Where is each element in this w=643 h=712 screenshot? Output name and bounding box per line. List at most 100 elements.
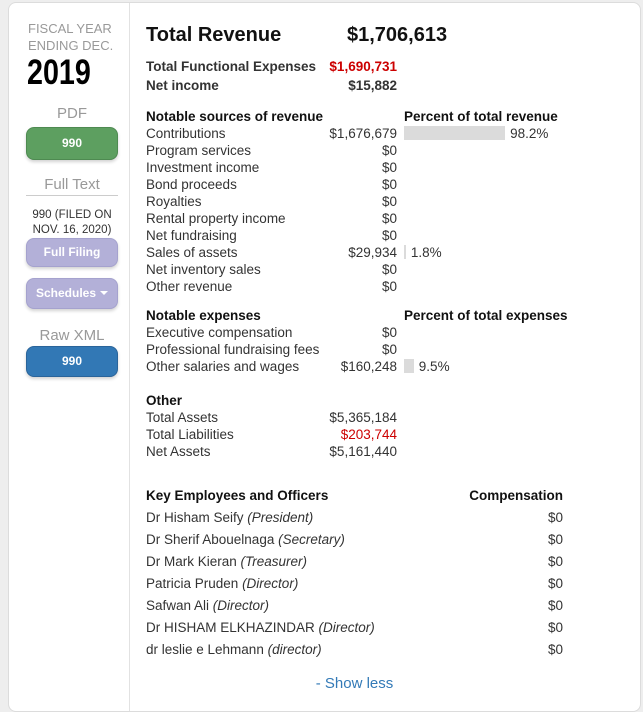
- expenses-table: Notable expenses Percent of total expens…: [146, 307, 640, 375]
- percent-value: 1.8%: [410, 245, 442, 260]
- employee-row: Dr Hisham Seify (President) $0: [146, 507, 563, 529]
- revenue-table-title: Notable sources of revenue: [146, 109, 324, 124]
- other-table: Other Total Assets $5,365,184 Total Liabil…: [146, 392, 640, 460]
- filing-details: Total Revenue $1,706,613 Total Functiona…: [130, 3, 640, 711]
- row-label: Total Liabilities: [146, 427, 234, 442]
- expenses-table-header: Notable expenses Percent of total expens…: [146, 307, 640, 324]
- row-label: Sales of assets: [146, 245, 238, 260]
- employee-name: Dr Hisham Seify (President): [146, 510, 314, 525]
- employee-name: Patricia Pruden (Director): [146, 576, 299, 591]
- employee-compensation: $0: [547, 642, 563, 657]
- row-label: Net fundraising: [146, 228, 237, 243]
- row-amount: $203,744: [340, 427, 397, 442]
- percent-bar: [404, 126, 506, 140]
- net-income-row: Net income $15,882: [146, 76, 397, 95]
- expenses-table-title: Notable expenses: [146, 308, 261, 323]
- row-label: Net inventory sales: [146, 262, 261, 277]
- schedules-dropdown-button[interactable]: Schedules: [26, 278, 118, 309]
- total-revenue-value: $1,706,613: [347, 24, 448, 46]
- employee-compensation: $0: [547, 554, 563, 569]
- table-row: Professional fundraising fees $0: [146, 341, 640, 358]
- full-filing-button[interactable]: Full Filing: [26, 238, 118, 267]
- row-label: Program services: [146, 143, 252, 158]
- row-amount: $160,248: [340, 359, 397, 374]
- employee-role: (Director): [242, 576, 299, 591]
- full-text-divider: [26, 195, 118, 196]
- row-label: Executive compensation: [146, 325, 293, 340]
- fiscal-year-label-line-1: FISCAL YEAR: [28, 21, 112, 36]
- filing-note-line-2: NOV. 16, 2020): [32, 223, 112, 236]
- row-label: Royalties: [146, 194, 202, 209]
- table-row: Sales of assets $29,934 1.8%: [146, 244, 640, 261]
- employee-name: Dr Mark Kieran (Treasurer): [146, 554, 308, 569]
- employee-row: dr leslie e Lehmann (director) $0: [146, 639, 563, 661]
- table-row: Net Assets $5,161,440: [146, 443, 640, 460]
- employees-table-title: Key Employees and Officers: [146, 488, 329, 503]
- row-amount: $0: [381, 279, 397, 294]
- row-label: Contributions: [146, 126, 226, 141]
- expenses-percent-header: Percent of total expenses: [404, 308, 568, 323]
- show-less-link[interactable]: - Show less: [315, 675, 394, 692]
- row-amount: $0: [381, 211, 397, 226]
- row-amount: $29,934: [348, 245, 397, 260]
- row-percent: 1.8%: [404, 244, 442, 261]
- employee-name: Dr HISHAM ELKHAZINDAR (Director): [146, 620, 375, 635]
- row-label: Professional fundraising fees: [146, 342, 320, 357]
- filing-note-line-1: 990 (FILED ON: [32, 209, 112, 221]
- table-row: Royalties $0: [146, 193, 640, 210]
- table-row: Rental property income $0: [146, 210, 640, 227]
- revenue-table-header: Notable sources of revenue Percent of to…: [146, 108, 640, 125]
- row-amount: $0: [381, 228, 397, 243]
- employees-table-header: Key Employees and Officers Compensation: [146, 485, 563, 507]
- employee-role: (Director): [212, 598, 270, 613]
- table-row: Net fundraising $0: [146, 227, 640, 244]
- filing-sidebar: FISCAL YEAR ENDING DEC. 2019 PDF 990 Ful…: [9, 3, 130, 711]
- total-functional-expenses-row: Total Functional Expenses $1,690,731: [146, 57, 397, 76]
- row-label: Other revenue: [146, 279, 233, 294]
- employee-role: (Treasurer): [240, 554, 308, 569]
- table-row: Total Assets $5,365,184: [146, 409, 640, 426]
- revenue-table: Notable sources of revenue Percent of to…: [146, 108, 640, 295]
- fiscal-year-label: FISCAL YEAR ENDING DEC.: [28, 20, 118, 54]
- total-functional-expenses-value: $1,690,731: [329, 59, 397, 74]
- net-income-label: Net income: [146, 78, 219, 93]
- compensation-header: Compensation: [469, 488, 563, 503]
- pdf-990-button[interactable]: 990: [26, 127, 118, 160]
- employee-compensation: $0: [547, 532, 563, 547]
- table-row: Bond proceeds $0: [146, 176, 640, 193]
- net-income-value: $15,882: [348, 78, 397, 93]
- other-table-header: Other: [146, 392, 640, 409]
- row-amount: $0: [381, 342, 397, 357]
- row-percent: 98.2%: [404, 125, 548, 142]
- table-row: Program services $0: [146, 142, 640, 159]
- table-row: Investment income $0: [146, 159, 640, 176]
- xml-990-button[interactable]: 990: [26, 346, 118, 377]
- employee-name: Dr Sherif Abouelnaga (Secretary): [146, 532, 345, 547]
- employees-table: Key Employees and Officers Compensation …: [146, 485, 563, 661]
- employee-compensation: $0: [547, 510, 563, 525]
- total-functional-expenses-label: Total Functional Expenses: [146, 59, 317, 74]
- table-row: Executive compensation $0: [146, 324, 640, 341]
- row-label: Other salaries and wages: [146, 359, 300, 374]
- fiscal-year-value: 2019: [27, 53, 91, 92]
- full-text-section-label: Full Text: [44, 176, 100, 193]
- row-amount: $0: [381, 194, 397, 209]
- row-label: Net Assets: [146, 444, 211, 459]
- filing-note: 990 (FILED ON NOV. 16, 2020): [26, 208, 118, 237]
- row-label: Total Assets: [146, 410, 219, 425]
- row-amount: $0: [381, 262, 397, 277]
- row-label: Rental property income: [146, 211, 286, 226]
- employee-compensation: $0: [547, 620, 563, 635]
- row-amount: $5,365,184: [329, 410, 397, 425]
- total-revenue-row: Total Revenue $1,706,613: [146, 22, 640, 48]
- schedules-button-label: Schedules: [35, 286, 97, 300]
- employee-row: Patricia Pruden (Director) $0: [146, 573, 563, 595]
- filing-card: FISCAL YEAR ENDING DEC. 2019 PDF 990 Ful…: [8, 2, 641, 712]
- pdf-section-label: PDF: [57, 105, 87, 122]
- employee-role: (Director): [318, 620, 375, 635]
- percent-bar: [404, 245, 406, 259]
- row-label: Investment income: [146, 160, 260, 175]
- employee-name: Safwan Ali (Director): [146, 598, 270, 613]
- row-label: Bond proceeds: [146, 177, 237, 192]
- table-row: Total Liabilities $203,744: [146, 426, 640, 443]
